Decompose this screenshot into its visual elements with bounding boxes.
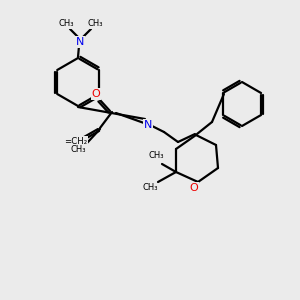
Text: O: O	[92, 89, 100, 99]
Text: CH₃: CH₃	[87, 20, 103, 28]
Text: N: N	[76, 37, 84, 47]
Text: CH₃: CH₃	[58, 20, 74, 28]
Text: =CH₂: =CH₂	[64, 136, 88, 146]
Text: CH₃: CH₃	[142, 184, 158, 193]
Text: CH₃: CH₃	[70, 145, 86, 154]
Text: N: N	[144, 120, 152, 130]
Text: CH₃: CH₃	[148, 152, 164, 160]
Text: O: O	[190, 183, 198, 193]
